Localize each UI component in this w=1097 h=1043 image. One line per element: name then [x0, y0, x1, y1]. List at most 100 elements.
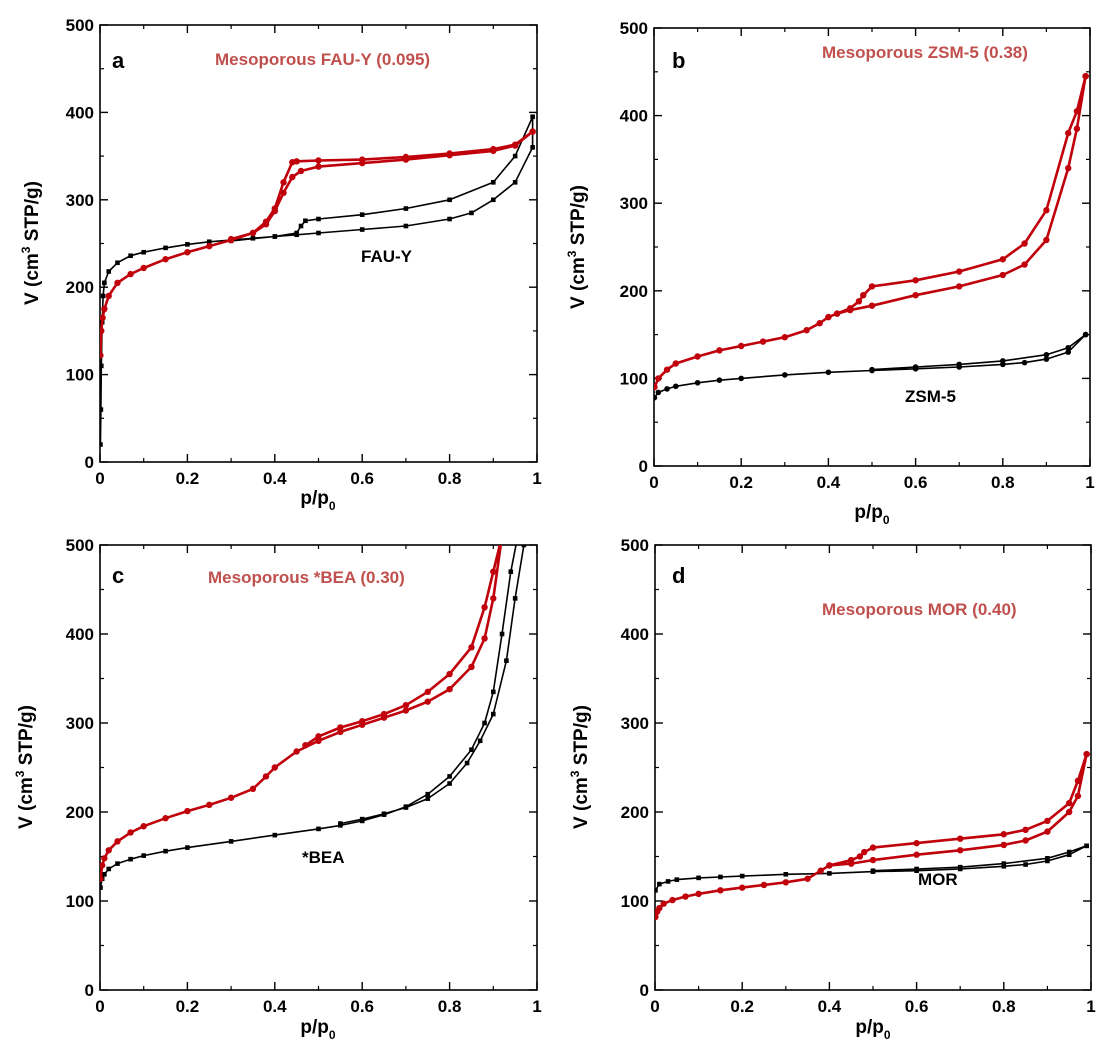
mesoporous-data-point [446, 670, 453, 678]
mesoporous-data-point [315, 157, 322, 164]
mesoporous-data-point [280, 189, 287, 197]
mesoporous-data-point [100, 314, 106, 321]
y-axis-title-sup: 3 [19, 246, 33, 253]
mesoporous-data-point [1065, 164, 1072, 172]
mesoporous-data-point [1022, 837, 1029, 844]
parent-data-point [425, 791, 431, 797]
mesoporous-data-point [956, 268, 963, 275]
panel-b: 0 100 200 300 400 500 0 0.2 0.4 0.6 0.8 1 b Mesopo… [565, 19, 1095, 527]
y-axis-title-main: V (cm [22, 253, 43, 305]
x-tick-label: 0.8 [992, 997, 1016, 1016]
x-tick-label: 0.8 [438, 469, 462, 488]
mesoporous-data-point [162, 256, 169, 263]
mesoporous-data-point [140, 264, 147, 272]
parent-data-point [654, 394, 658, 401]
parent-data-point [185, 845, 190, 850]
mesoporous-data-point [847, 305, 854, 312]
mesoporous-data-point [717, 887, 724, 894]
y-tick-label: 300 [621, 714, 649, 733]
parent-data-point [316, 216, 321, 222]
y-axis-title: V (cm3 STP/g) [565, 185, 589, 309]
panel-a: 0 100 200 300 400 500 0 0.2 0.4 0.6 0.8 1 a Mesopo… [19, 16, 542, 513]
mesoporous-data-point [913, 851, 920, 858]
mesoporous-data-point [672, 360, 679, 367]
parent-data-point [512, 180, 518, 185]
parent-data-point [381, 811, 387, 817]
parent-data-point [298, 223, 304, 229]
y-tick-label: 200 [66, 803, 94, 822]
y-tick-label: 0 [640, 981, 649, 1000]
y-tick-label: 400 [66, 103, 94, 122]
mesoporous-data-point [424, 688, 431, 696]
mesoporous-data-point [499, 533, 505, 539]
mesoporous-data-point [1000, 841, 1007, 849]
x-tick-label: 0 [650, 997, 659, 1016]
x-tick-label: 0.4 [263, 997, 287, 1016]
parent-data-point [825, 369, 832, 376]
mesoporous-data-point [262, 218, 270, 225]
parent-data-point [521, 545, 527, 548]
series-layer [100, 525, 527, 890]
mesoporous-data-point [499, 533, 505, 539]
x-tick-label: 0.8 [991, 473, 1015, 492]
mesoporous-data-point [249, 785, 257, 793]
x-tick-label: 0 [649, 473, 658, 492]
mesoporous-data-point [957, 835, 964, 842]
parent-data-point [447, 781, 452, 786]
parent-data-point [206, 239, 212, 245]
mesoporous-data-point [1021, 261, 1028, 268]
mesoporous-data-point [446, 685, 453, 693]
mesoporous-data-point [1074, 792, 1082, 800]
parent-data-point [655, 389, 662, 396]
parent-data-point [359, 816, 365, 822]
mesoporous-data-point [1043, 207, 1050, 214]
x-axis: 0 0.2 0.4 0.6 0.8 1 [649, 28, 1095, 492]
parent-data-point [128, 253, 133, 259]
parent-data-point [956, 361, 962, 368]
parent-data-point [491, 180, 496, 185]
mesoporous-data-point [337, 724, 344, 731]
y-axis-title-sup: 3 [13, 770, 27, 777]
mesoporous-data-point [1082, 72, 1089, 80]
mesoporous-data-point [468, 663, 475, 671]
parent-data-point [425, 796, 431, 801]
parent-data-point [163, 848, 168, 854]
x-tick-label: 0.4 [817, 473, 841, 492]
x-axis-title: p/p0 [300, 1017, 336, 1042]
parent-data-point [517, 525, 522, 530]
mesoporous-data-point [468, 644, 475, 651]
parent-data-point [102, 280, 107, 286]
parent-data-point [447, 216, 452, 222]
y-tick-label: 400 [66, 625, 94, 644]
mesoporous-data-point [100, 875, 104, 882]
parent-data-point [782, 372, 788, 378]
parent-data-point [1045, 858, 1050, 864]
mesoporous-data-point [206, 242, 213, 250]
mesoporous-data-point [271, 764, 278, 771]
y-tick-label: 300 [66, 191, 94, 210]
parent-data-point [403, 223, 409, 229]
mesoporous-data-point [511, 141, 519, 148]
parent-data-point [185, 242, 190, 247]
y-axis-title: V (cm3 STP/g) [13, 705, 37, 829]
parent-data-point [739, 873, 745, 879]
mesoporous-data-point [100, 352, 104, 359]
parent-data-point [491, 711, 496, 717]
y-tick-label: 100 [66, 892, 94, 911]
panel-letter: c [112, 563, 124, 588]
mesoporous-data-point [105, 292, 112, 300]
y-axis-title-main: V (cm [571, 777, 592, 829]
mesoporous-data-point [1083, 750, 1090, 758]
parent-data-point [508, 569, 514, 574]
y-axis-title-sup: 3 [568, 770, 582, 777]
parent-data-point [512, 153, 518, 159]
parent-data-point [504, 658, 509, 663]
parent-data-point [102, 872, 107, 877]
mesoporous-data-point [663, 366, 671, 373]
mesoporous-data-point [869, 856, 877, 864]
parent-data-point [1066, 852, 1072, 858]
mesoporous-data-point [999, 271, 1006, 279]
parent-data-point [477, 738, 483, 744]
parent-series-label: *BEA [302, 848, 345, 867]
